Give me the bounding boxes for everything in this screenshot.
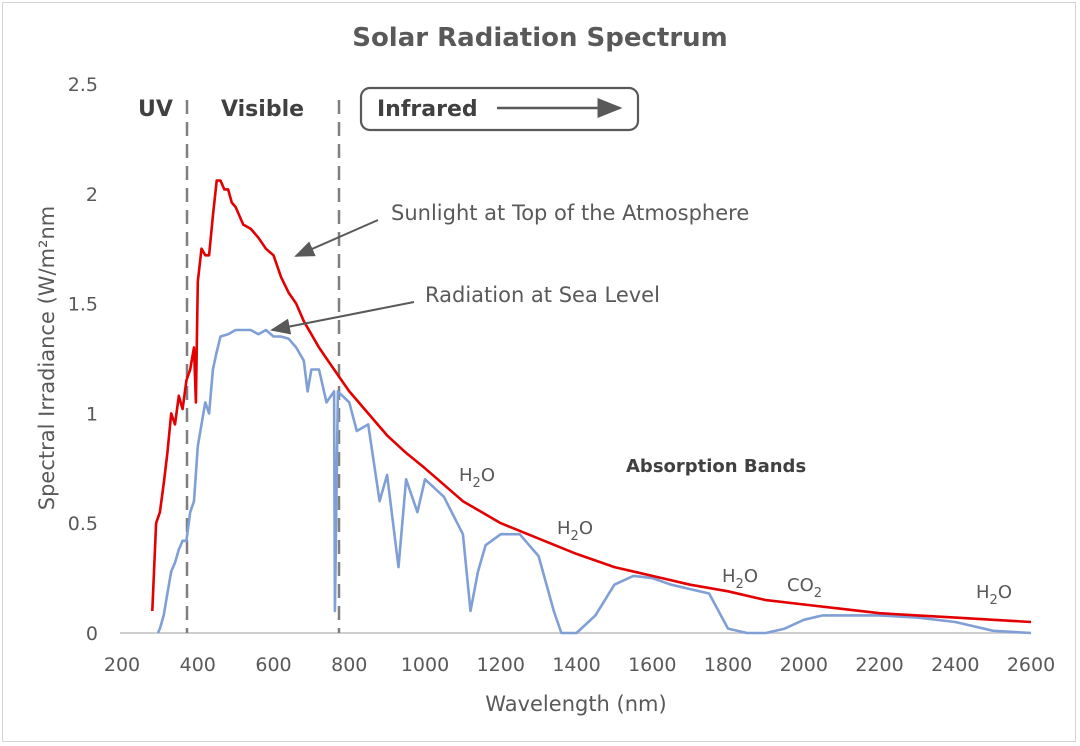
x-tick-label: 2200 <box>855 654 903 676</box>
region-label-infrared: Infrared <box>377 97 478 122</box>
band-label-h2o-2: H2O <box>557 518 593 544</box>
y-tick-label: 0.5 <box>68 513 98 535</box>
annotation-sea-level: Radiation at Sea Level <box>425 283 660 307</box>
series-line-sea-level <box>156 328 1032 635</box>
x-tick-label: 2400 <box>931 654 979 676</box>
chart-title: Solar Radiation Spectrum <box>352 23 728 53</box>
region-label-uv: UV <box>138 97 173 122</box>
y-tick-label: 2 <box>86 184 98 206</box>
x-tick-label: 1800 <box>704 654 752 676</box>
annotation-top-of-atmosphere: Sunlight at Top of the Atmosphere <box>391 201 749 225</box>
x-tick-label: 400 <box>180 654 216 676</box>
annotation-arrow-top <box>294 219 379 257</box>
y-axis-label: Spectral Irradiance (W/m²nm <box>35 206 59 511</box>
band-label-h2o-1: H2O <box>459 465 495 491</box>
region-label-visible: Visible <box>221 97 304 122</box>
y-tick-label: 1 <box>86 403 98 425</box>
y-tick-label: 0 <box>86 623 98 645</box>
infrared-label-box <box>359 86 640 132</box>
x-tick-label: 1400 <box>552 654 600 676</box>
x-tick-label: 1600 <box>628 654 676 676</box>
y-axis-ticks: 0 0.5 1 1.5 2 2.5 <box>68 74 98 645</box>
x-tick-label: 1200 <box>477 654 525 676</box>
x-tick-label: 2000 <box>780 654 828 676</box>
band-label-co2: CO2 <box>787 575 822 601</box>
y-tick-label: 2.5 <box>68 74 98 96</box>
x-axis-label: Wavelength (nm) <box>485 692 666 716</box>
x-axis-ticks: 200 400 600 800 1000 1200 1400 1600 1800 2000 2200… <box>104 654 1055 676</box>
absorption-bands-label: Absorption Bands <box>626 456 806 477</box>
annotation-arrow-sea <box>270 301 415 335</box>
x-tick-label: 1000 <box>401 654 449 676</box>
band-label-h2o-3: H2O <box>722 566 758 592</box>
y-tick-label: 1.5 <box>68 294 98 316</box>
band-label-h2o-4: H2O <box>976 582 1012 608</box>
x-tick-label: 2600 <box>1007 654 1055 676</box>
x-tick-label: 800 <box>331 654 367 676</box>
x-tick-label: 600 <box>255 654 291 676</box>
x-tick-label: 200 <box>104 654 140 676</box>
series-line-top-of-atmosphere <box>151 179 1032 624</box>
